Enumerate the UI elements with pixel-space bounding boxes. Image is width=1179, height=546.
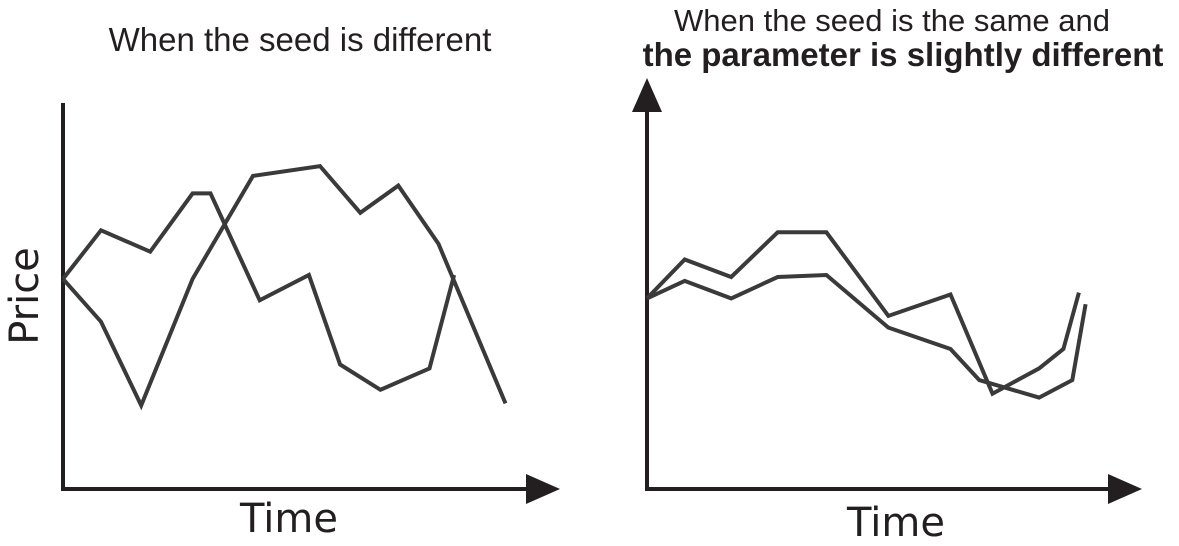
left-x-axis-arrow-icon bbox=[526, 474, 560, 504]
left-x-axis-label: Time bbox=[239, 496, 338, 542]
right-chart-subtitle: the parameter is slightly different bbox=[643, 36, 1164, 73]
left-chart: When the seed is different Price Time bbox=[2, 21, 560, 542]
left-series-1-line bbox=[61, 191, 457, 393]
left-y-axis-label: Price bbox=[2, 247, 48, 345]
right-y-axis-arrow-icon bbox=[632, 78, 662, 112]
right-x-axis-arrow-icon bbox=[1108, 474, 1142, 504]
left-series-2-line bbox=[61, 163, 508, 411]
left-chart-title: When the seed is different bbox=[109, 21, 492, 58]
right-chart-title: When the seed is the same and bbox=[674, 3, 1110, 38]
right-chart: When the seed is the same and the parame… bbox=[632, 3, 1163, 546]
right-x-axis-label: Time bbox=[846, 500, 945, 546]
right-series-1-line bbox=[645, 230, 1081, 397]
right-series-2-line bbox=[646, 272, 1088, 400]
